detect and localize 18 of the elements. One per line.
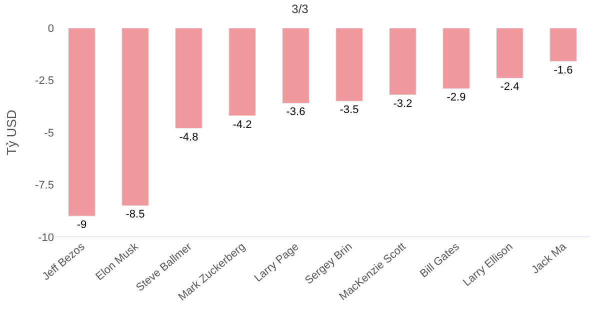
data-label: -1.6 (554, 64, 573, 76)
y-tick-label: -5 (44, 127, 54, 140)
data-label: -4.2 (232, 118, 252, 131)
data-label: -3.6 (286, 106, 306, 118)
y-tick-label: -2.5 (35, 75, 54, 88)
data-label: -9 (76, 219, 87, 232)
x-tick-label: Jack Ma (530, 240, 570, 276)
data-label: -3.2 (393, 98, 412, 110)
data-label: -3.5 (340, 104, 359, 116)
chart-title: 3/3 (292, 2, 309, 16)
y-tick-label: 0 (48, 22, 54, 35)
data-label: -2.4 (500, 81, 520, 94)
data-label: -8.5 (126, 208, 145, 221)
data-label: -4.8 (179, 131, 198, 144)
data-label: -2.9 (446, 92, 466, 104)
y-axis-title: Tỷ USD (4, 110, 19, 156)
y-tick-label: -10 (38, 232, 54, 244)
y-tick-label: -7.5 (35, 180, 54, 192)
